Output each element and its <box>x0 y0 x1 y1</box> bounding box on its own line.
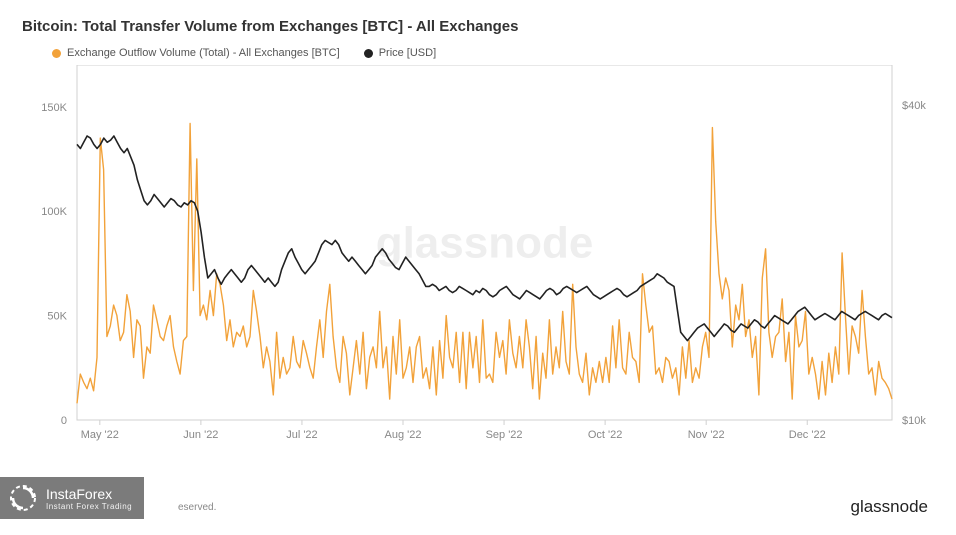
legend-swatch-outflow <box>52 49 61 58</box>
instaforex-label: InstaForex <box>46 486 132 502</box>
x-tick-label: Jun '22 <box>183 429 218 441</box>
y-right-tick-label: $40k <box>902 100 926 112</box>
x-tick-label: Oct '22 <box>588 429 623 441</box>
x-tick-label: Aug '22 <box>385 429 422 441</box>
y-left-tick-label: 150K <box>41 102 67 114</box>
x-tick-label: Jul '22 <box>286 429 317 441</box>
x-tick-label: Dec '22 <box>789 429 826 441</box>
legend-label-outflow: Exchange Outflow Volume (Total) - All Ex… <box>67 47 340 59</box>
chart-area: 0 50K 100K 150K $10k $40k May '22 Jun '22 Jul '2… <box>22 65 934 517</box>
instaforex-icon <box>8 483 38 513</box>
y-left-tick-label: 100K <box>41 206 67 218</box>
brand-instaforex: InstaForex Instant Forex Trading <box>0 477 144 519</box>
chart-title: Bitcoin: Total Transfer Volume from Exch… <box>22 18 934 35</box>
y-left-tick-label: 50K <box>47 311 67 323</box>
x-tick-label: May '22 <box>81 429 119 441</box>
legend-item-price: Price [USD] <box>364 47 436 59</box>
legend: Exchange Outflow Volume (Total) - All Ex… <box>52 47 934 59</box>
brand-glassnode: glassnode <box>850 497 928 517</box>
legend-item-outflow: Exchange Outflow Volume (Total) - All Ex… <box>52 47 340 59</box>
y-right-tick-label: $10k <box>902 415 926 427</box>
x-tick-label: Sep '22 <box>486 429 523 441</box>
instaforex-sub: Instant Forex Trading <box>46 502 132 511</box>
legend-label-price: Price [USD] <box>379 47 436 59</box>
y-left-tick-label: 0 <box>61 415 67 427</box>
reserved-text: eserved. <box>178 502 216 513</box>
chart-svg: 0 50K 100K 150K $10k $40k May '22 Jun '22 Jul '2… <box>22 65 934 455</box>
x-tick-label: Nov '22 <box>688 429 725 441</box>
legend-swatch-price <box>364 49 373 58</box>
